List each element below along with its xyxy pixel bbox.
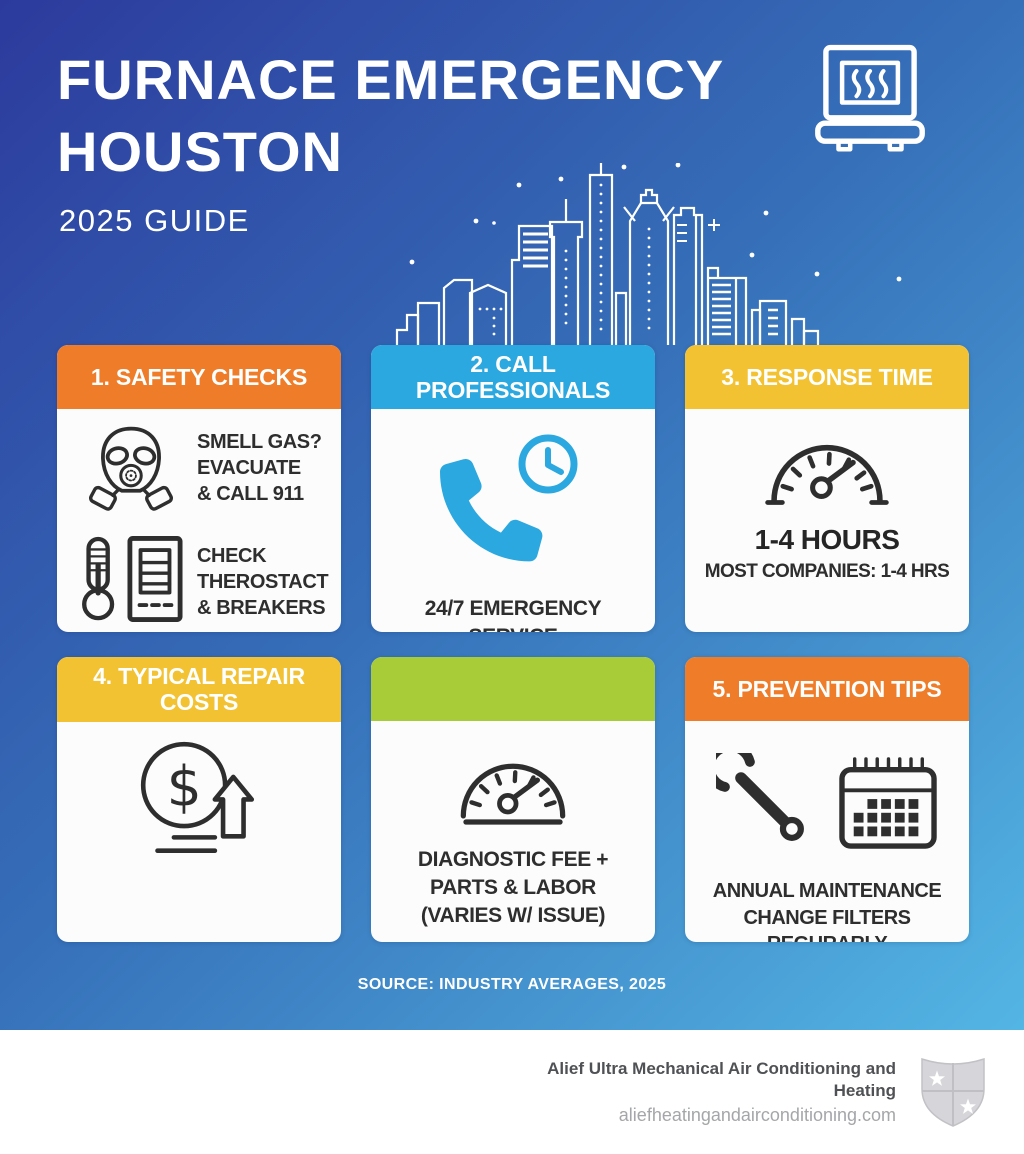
safety-gas-text: SMELL GAS? EVACUATE & CALL 911 [197, 429, 322, 507]
text-line: PARTS & LABOR [430, 875, 596, 899]
card-repair-costs: 4. TYPICAL REPAIR COSTS $ [57, 657, 341, 942]
text-line: & CALL 911 [197, 483, 304, 505]
furnace-icon [814, 44, 926, 157]
source-note: SOURCE: INDUSTRY AVERAGES, 2025 [357, 976, 667, 993]
card-body-response: 1-4 HOURS MOST COMPANIES: 1-4 HRS [685, 409, 969, 632]
gas-mask-icon [77, 425, 185, 511]
company-name-line-2: Heating [833, 1081, 896, 1100]
text-line: 24/7 EMERGENCY [424, 597, 602, 620]
company-name: Alief Ultra Mechanical Air Conditioning … [547, 1058, 896, 1102]
card-header-safety: 1. SAFETY CHECKS [57, 345, 341, 409]
page-subtitle: 2025 GUIDE [59, 203, 250, 238]
card-header-costs: 4. TYPICAL REPAIR COSTS [57, 657, 341, 722]
phone-with-clock-icon [438, 431, 588, 571]
card-body-safety: SMELL GAS? EVACUATE & CALL 911 [57, 409, 341, 632]
card-body-costs: $ [57, 722, 341, 942]
footer-text: Alief Ultra Mechanical Air Conditioning … [547, 1058, 896, 1126]
text-line: ANNUAL MAINTENANCE [712, 880, 942, 902]
card-prevention-tips: 5. PREVENTION TIPS [685, 657, 969, 942]
prevention-text: ANNUAL MAINTENANCE CHANGE FILTERS REGURA… [685, 878, 969, 942]
thermometer-icon [79, 535, 119, 628]
text-line: EVACUATE [197, 457, 301, 479]
thermostat-icons [77, 535, 185, 628]
safety-row-thermostat: CHECK THEROSTACT & BREAKERS [77, 535, 331, 628]
page-title: FURNACE EMERGENCY HOUSTON [57, 44, 724, 188]
text-line: DIAGNOSTIC FEE + [417, 848, 609, 871]
breaker-panel-icon [127, 535, 183, 628]
text-line: SERVICE [425, 623, 601, 632]
card-call-professionals: 2. CALL PROFESSIONALS 24/7 EMERGENCY SER… [371, 345, 655, 632]
company-website: aliefheatingandairconditioning.com [618, 1105, 896, 1126]
card-header-call: 2. CALL PROFESSIONALS [371, 345, 655, 409]
response-subline: MOST COMPANIES: 1-4 HRS [704, 561, 950, 582]
calendar-icon [838, 756, 938, 855]
response-headline: 1-4 HOURS [754, 524, 900, 555]
text-line: THEROSTACT [197, 570, 329, 593]
title-line-2: HOUSTON [57, 120, 343, 184]
prevention-icons [704, 741, 938, 858]
company-name-line-1: Alief Ultra Mechanical Air Conditioning … [547, 1058, 896, 1078]
dollar-rising-cost-icon: $ [135, 736, 263, 869]
card-diagnostic-fee: DIAGNOSTIC FEE + PARTS & LABOR (VARIES W… [371, 657, 655, 942]
card-safety-checks: 1. SAFETY CHECKS [57, 345, 341, 632]
footer: Alief Ultra Mechanical Air Conditioning … [0, 1030, 1024, 1154]
diagnostic-text: DIAGNOSTIC FEE + PARTS & LABOR (VARIES W… [410, 846, 616, 930]
houston-skyline-illustration [394, 162, 924, 350]
gauge-with-base-icon [452, 751, 574, 830]
title-line-1: FURNACE EMERGENCY [57, 48, 725, 111]
gauge-icon [762, 431, 892, 514]
card-body-prevention: ANNUAL MAINTENANCE CHANGE FILTERS REGURA… [685, 721, 969, 942]
text-line: CHECK [197, 544, 267, 567]
text-line: SMELL GAS? [197, 431, 322, 453]
text-line: & BREAKERS [197, 596, 326, 619]
card-header-response: 3. RESPONSE TIME [685, 345, 969, 409]
card-header-prevention: 5. PREVENTION TIPS [685, 657, 969, 721]
wrench-icon [704, 741, 816, 858]
shield-logo [920, 1051, 986, 1134]
card-body-call: 24/7 EMERGENCY SERVICE [371, 409, 655, 632]
safety-thermostat-text: CHECK THEROSTACT & BREAKERS [197, 543, 329, 621]
cards-grid: 1. SAFETY CHECKS [57, 345, 969, 942]
card-body-diagnostic: DIAGNOSTIC FEE + PARTS & LABOR (VARIES W… [371, 721, 655, 942]
card-response-time: 3. RESPONSE TIME 1-4 HOURS MOST COMPANIE… [685, 345, 969, 632]
card-header-diagnostic [371, 657, 655, 721]
text-line: CHANGE FILTERS REGURARLY [743, 906, 911, 942]
text-line: (VARIES W/ ISSUE) [420, 903, 606, 927]
svg-text:$: $ [167, 756, 202, 820]
safety-row-gas: SMELL GAS? EVACUATE & CALL 911 [77, 425, 331, 511]
call-text: 24/7 EMERGENCY SERVICE [417, 595, 609, 632]
